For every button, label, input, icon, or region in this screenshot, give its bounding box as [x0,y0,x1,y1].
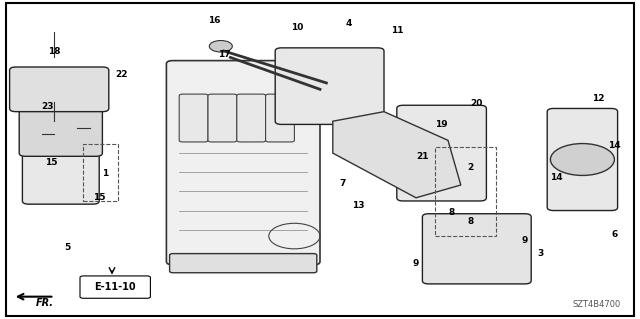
Text: 9: 9 [522,236,528,245]
FancyBboxPatch shape [275,48,384,124]
Text: 16: 16 [208,16,221,25]
FancyBboxPatch shape [10,67,109,112]
Bar [435,147,496,236]
Text: 15: 15 [45,158,58,167]
Text: 1: 1 [102,169,109,178]
Text: SZT4B4700: SZT4B4700 [573,300,621,309]
Bar [83,144,118,201]
Text: 18: 18 [48,47,61,56]
FancyBboxPatch shape [19,105,102,156]
Text: 13: 13 [352,201,365,210]
Text: 23: 23 [42,102,54,111]
FancyBboxPatch shape [170,254,317,273]
Text: 6: 6 [611,230,618,239]
FancyBboxPatch shape [80,276,150,298]
FancyBboxPatch shape [397,105,486,201]
Text: 15: 15 [93,193,106,202]
Text: 5: 5 [64,243,70,252]
Polygon shape [333,112,461,198]
Text: 14: 14 [608,141,621,150]
Text: 7: 7 [339,179,346,188]
FancyBboxPatch shape [22,140,99,204]
Text: 14: 14 [550,173,563,182]
FancyBboxPatch shape [166,61,320,265]
Text: 11: 11 [390,26,403,35]
FancyBboxPatch shape [422,214,531,284]
Text: 9: 9 [413,259,419,268]
Text: 8: 8 [467,217,474,226]
Text: E-11-10: E-11-10 [94,282,136,292]
Text: FR.: FR. [36,298,54,308]
FancyBboxPatch shape [547,108,618,211]
FancyBboxPatch shape [179,94,208,142]
Text: 19: 19 [435,120,448,129]
Text: 17: 17 [218,50,230,59]
Text: 12: 12 [592,94,605,103]
Text: 4: 4 [346,19,352,28]
Text: 20: 20 [470,99,483,108]
Text: 22: 22 [115,70,128,79]
FancyBboxPatch shape [208,94,237,142]
Text: 10: 10 [291,23,304,32]
Text: 3: 3 [538,249,544,258]
Text: 2: 2 [467,163,474,172]
Circle shape [550,144,614,175]
Circle shape [209,41,232,52]
FancyBboxPatch shape [237,94,266,142]
FancyBboxPatch shape [266,94,294,142]
Text: 21: 21 [416,152,429,161]
Text: 8: 8 [448,208,454,217]
